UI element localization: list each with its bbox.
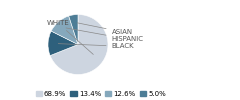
Wedge shape xyxy=(50,14,108,74)
Wedge shape xyxy=(48,31,78,56)
Text: BLACK: BLACK xyxy=(58,43,134,49)
Wedge shape xyxy=(51,16,78,44)
Text: ASIAN: ASIAN xyxy=(77,23,133,35)
Legend: 68.9%, 13.4%, 12.6%, 5.0%: 68.9%, 13.4%, 12.6%, 5.0% xyxy=(36,90,166,96)
Text: HISPANIC: HISPANIC xyxy=(66,28,144,42)
Wedge shape xyxy=(69,14,78,44)
Text: WHITE: WHITE xyxy=(47,20,93,54)
